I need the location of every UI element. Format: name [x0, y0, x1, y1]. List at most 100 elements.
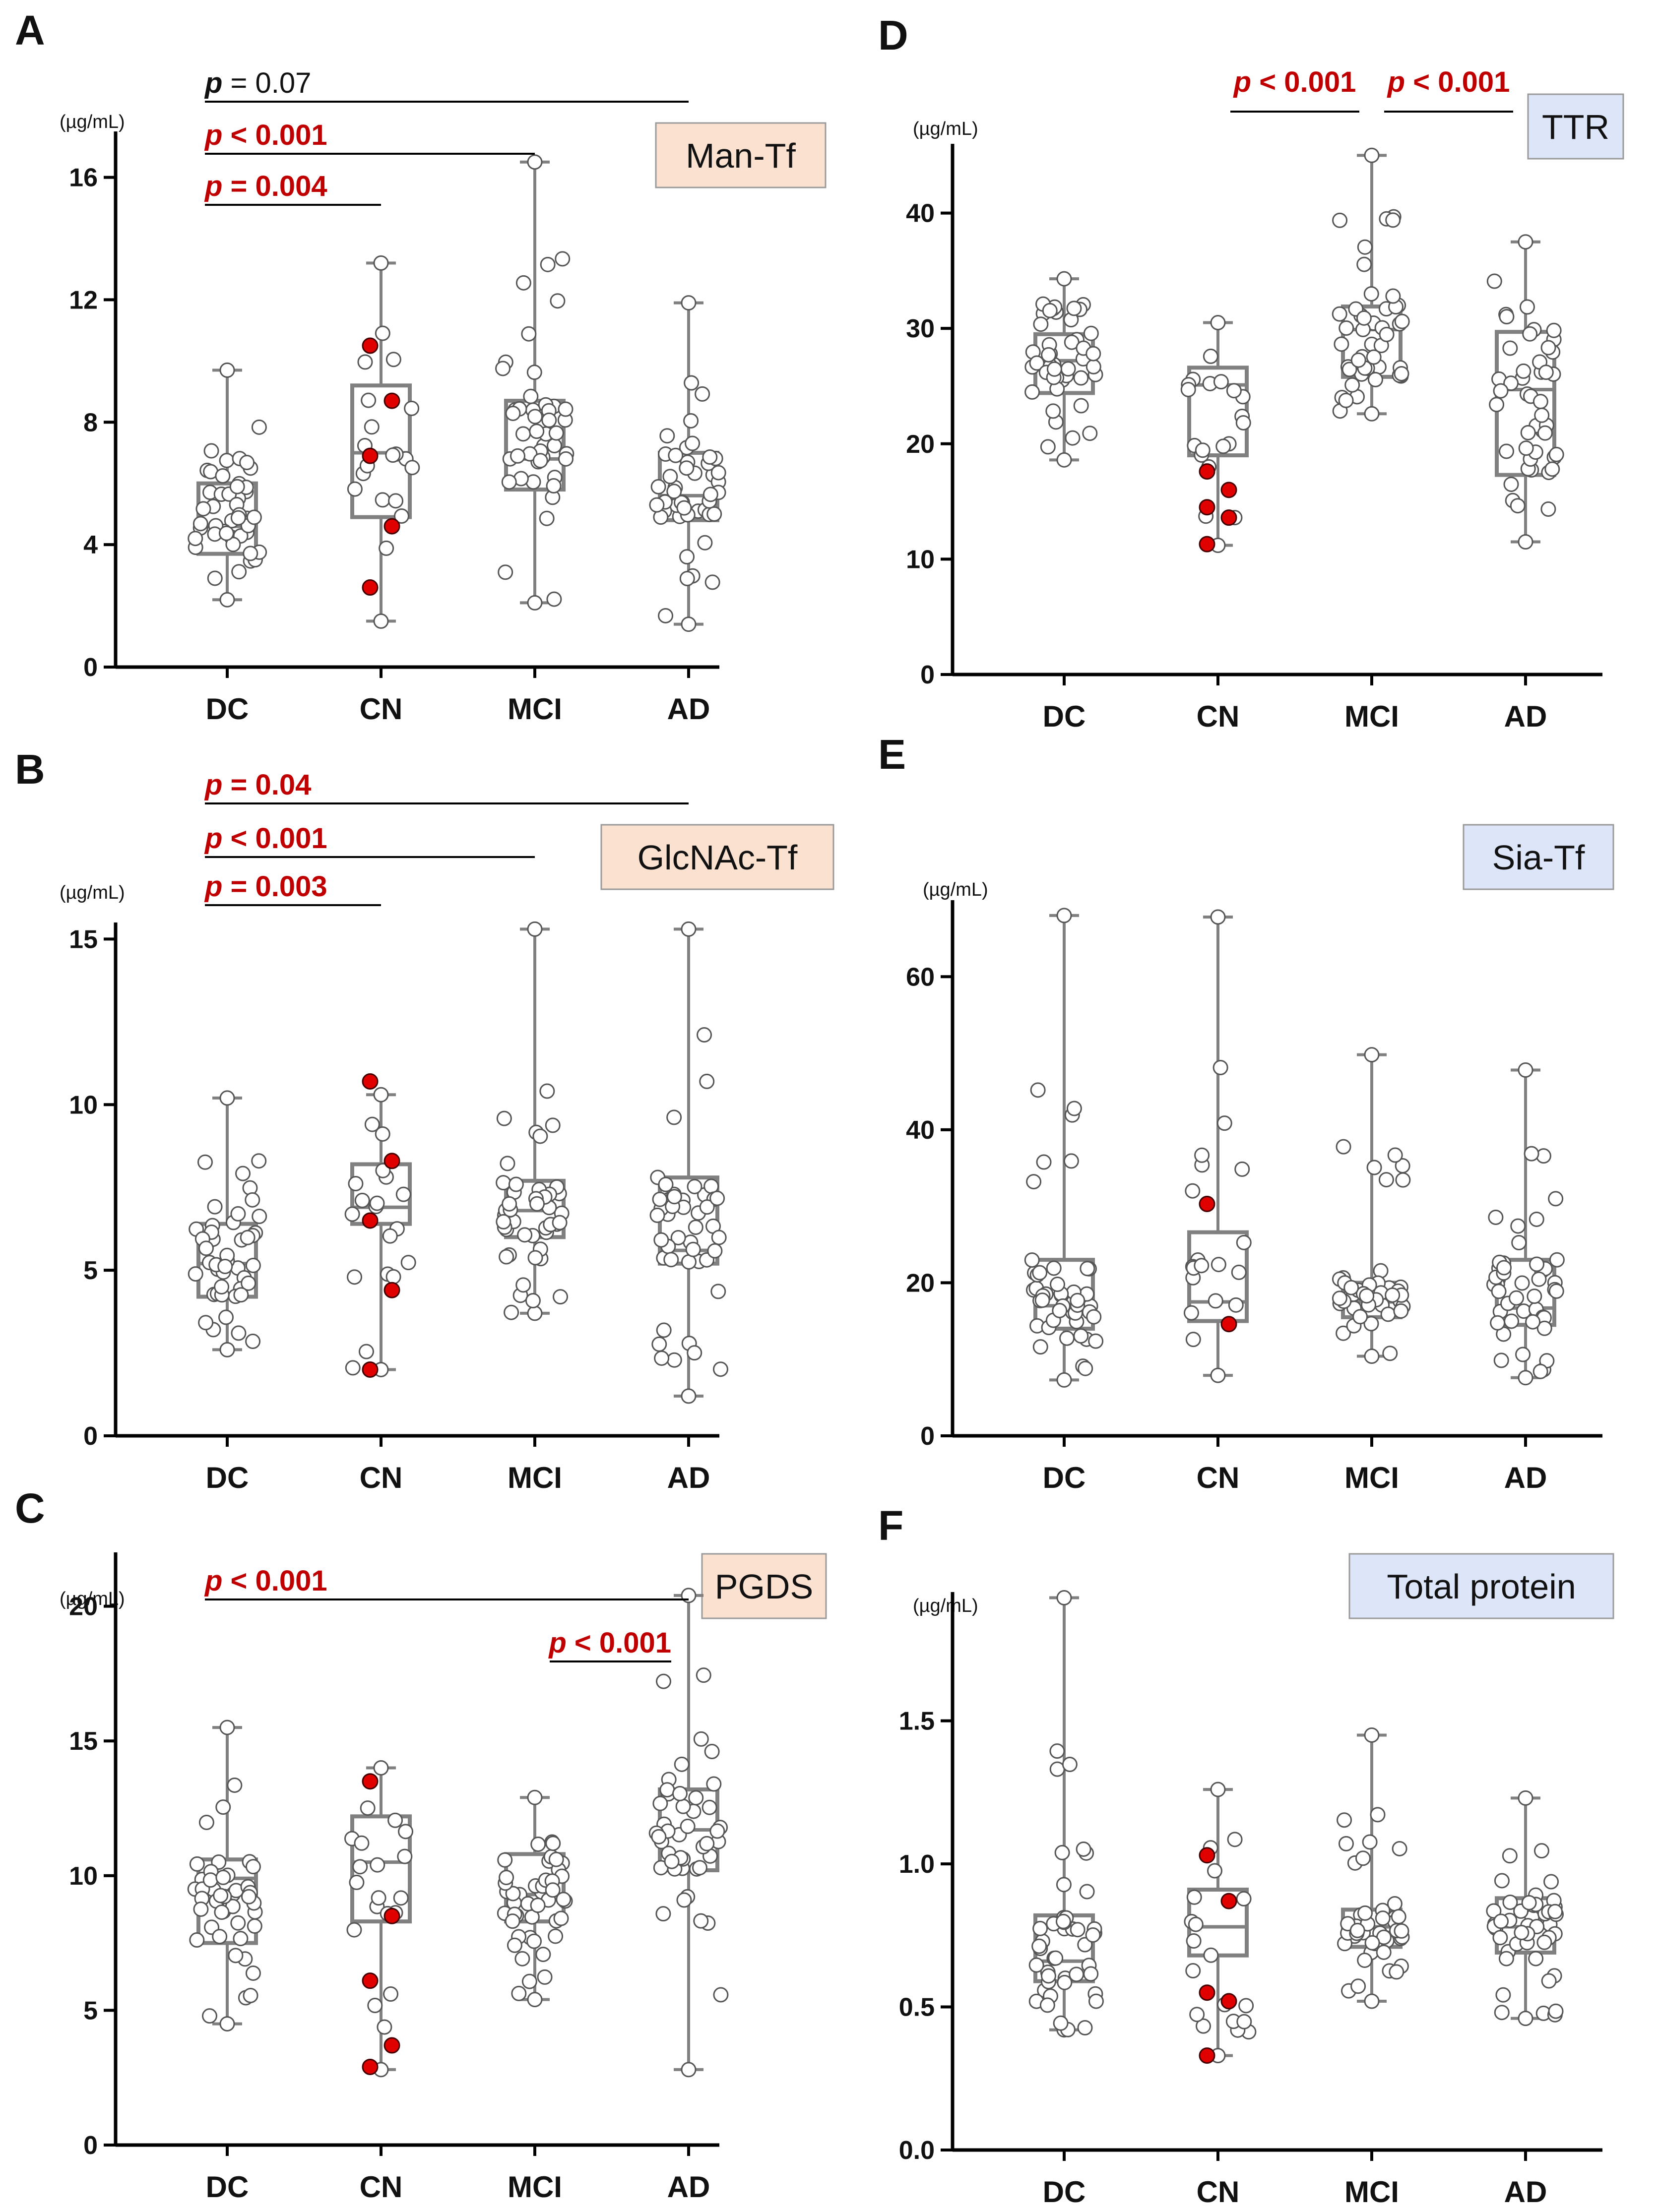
iqr-box	[350, 1814, 412, 1924]
data-point	[1395, 1172, 1411, 1188]
data-point	[1373, 1263, 1389, 1279]
data-point	[504, 1304, 519, 1320]
highlight-point	[383, 1153, 400, 1169]
y-tick-label: 0.0	[899, 2136, 935, 2165]
data-point	[371, 1890, 386, 1906]
x-tick-label: DC	[1043, 2175, 1086, 2209]
data-point	[710, 465, 726, 481]
data-point	[1185, 1183, 1201, 1199]
data-point	[699, 1199, 715, 1215]
data-point	[1547, 1904, 1563, 1919]
data-point	[198, 1240, 214, 1256]
data-point	[515, 275, 531, 291]
data-point	[1494, 1873, 1510, 1889]
data-point	[1210, 1367, 1226, 1383]
chart-title: Total protein	[1387, 1567, 1576, 1606]
data-point	[1210, 315, 1226, 331]
box-cn	[1184, 1782, 1257, 2064]
data-point	[525, 1293, 541, 1309]
data-point	[1490, 1315, 1506, 1331]
data-point	[1534, 407, 1550, 423]
data-point	[1236, 1891, 1252, 1906]
data-point	[1077, 2020, 1093, 2036]
data-point	[697, 535, 713, 551]
comparison-bracket: p < 0.001	[204, 119, 535, 155]
data-point	[233, 1931, 249, 1947]
data-point	[1189, 2007, 1205, 2023]
data-point	[1024, 1252, 1040, 1268]
data-point	[1364, 147, 1380, 163]
data-point	[663, 1252, 679, 1268]
data-point	[367, 1998, 383, 2014]
data-point	[699, 1073, 715, 1089]
data-point	[1549, 1252, 1565, 1268]
data-point	[1364, 1993, 1380, 2009]
data-point	[1032, 1265, 1048, 1281]
panel-label: A	[15, 7, 45, 54]
comparison-bracket: p = 0.04	[204, 769, 689, 804]
comparison-bracket: p < 0.001	[548, 1627, 671, 1662]
p-symbol: p	[1387, 66, 1405, 98]
data-point	[658, 608, 674, 623]
data-point	[1492, 1930, 1508, 1946]
data-point	[1514, 1925, 1530, 1941]
data-point	[1502, 1848, 1518, 1864]
data-point	[649, 497, 665, 513]
data-point	[527, 409, 543, 425]
data-point	[1498, 443, 1514, 459]
data-point	[212, 1929, 228, 1945]
data-point	[680, 1818, 696, 1834]
data-point	[245, 1257, 261, 1273]
data-point	[710, 1284, 726, 1299]
data-point	[527, 1250, 543, 1266]
data-point	[553, 1910, 569, 1926]
data-point	[1503, 375, 1519, 391]
x-tick-label: MCI	[508, 692, 562, 726]
data-point	[1524, 1146, 1539, 1162]
data-point	[1079, 1884, 1095, 1900]
data-point	[688, 1790, 704, 1806]
data-point	[354, 1192, 370, 1208]
title-box: PGDS	[701, 1553, 827, 1619]
data-point	[681, 2062, 697, 2078]
data-point	[548, 1928, 564, 1944]
data-point	[1486, 1903, 1502, 1919]
data-point	[1332, 1290, 1347, 1306]
chart-title: Man-Tf	[686, 136, 796, 175]
data-point	[1228, 1297, 1244, 1313]
data-point	[1385, 1287, 1401, 1303]
highlight-point	[383, 518, 400, 535]
data-point	[369, 1195, 385, 1211]
y-unit-label: (µg/mL)	[913, 119, 978, 139]
data-point	[681, 295, 697, 311]
y-tick-label: 0	[83, 1422, 98, 1451]
data-point	[364, 1116, 380, 1132]
highlight-point	[1220, 509, 1237, 526]
p-symbol: p	[204, 1565, 222, 1597]
data-point	[546, 591, 562, 607]
data-point	[370, 1857, 385, 1873]
x-tick-label: DC	[206, 2170, 249, 2204]
data-point	[1049, 1277, 1065, 1292]
data-point	[707, 1243, 723, 1259]
x-tick-label: DC	[1043, 700, 1086, 733]
x-tick-label: DC	[206, 1461, 249, 1494]
x-tick-label: AD	[667, 2170, 710, 2204]
data-point	[1083, 1966, 1099, 1982]
data-point	[1362, 1834, 1378, 1850]
data-point	[347, 1269, 363, 1285]
data-point	[1341, 362, 1357, 377]
y-unit-label: (µg/mL)	[923, 879, 988, 900]
comparison-bracket: p < 0.001	[204, 1565, 689, 1600]
data-point	[651, 1336, 667, 1352]
data-point	[207, 1199, 223, 1215]
data-point	[556, 1892, 572, 1907]
data-point	[1085, 346, 1101, 362]
comparison-bracket: p < 0.001	[1384, 66, 1513, 113]
data-point	[1376, 1944, 1392, 1960]
data-point	[1085, 359, 1101, 374]
data-point	[1356, 256, 1372, 272]
data-point	[1048, 1950, 1064, 1966]
y-tick-label: 60	[906, 963, 935, 991]
